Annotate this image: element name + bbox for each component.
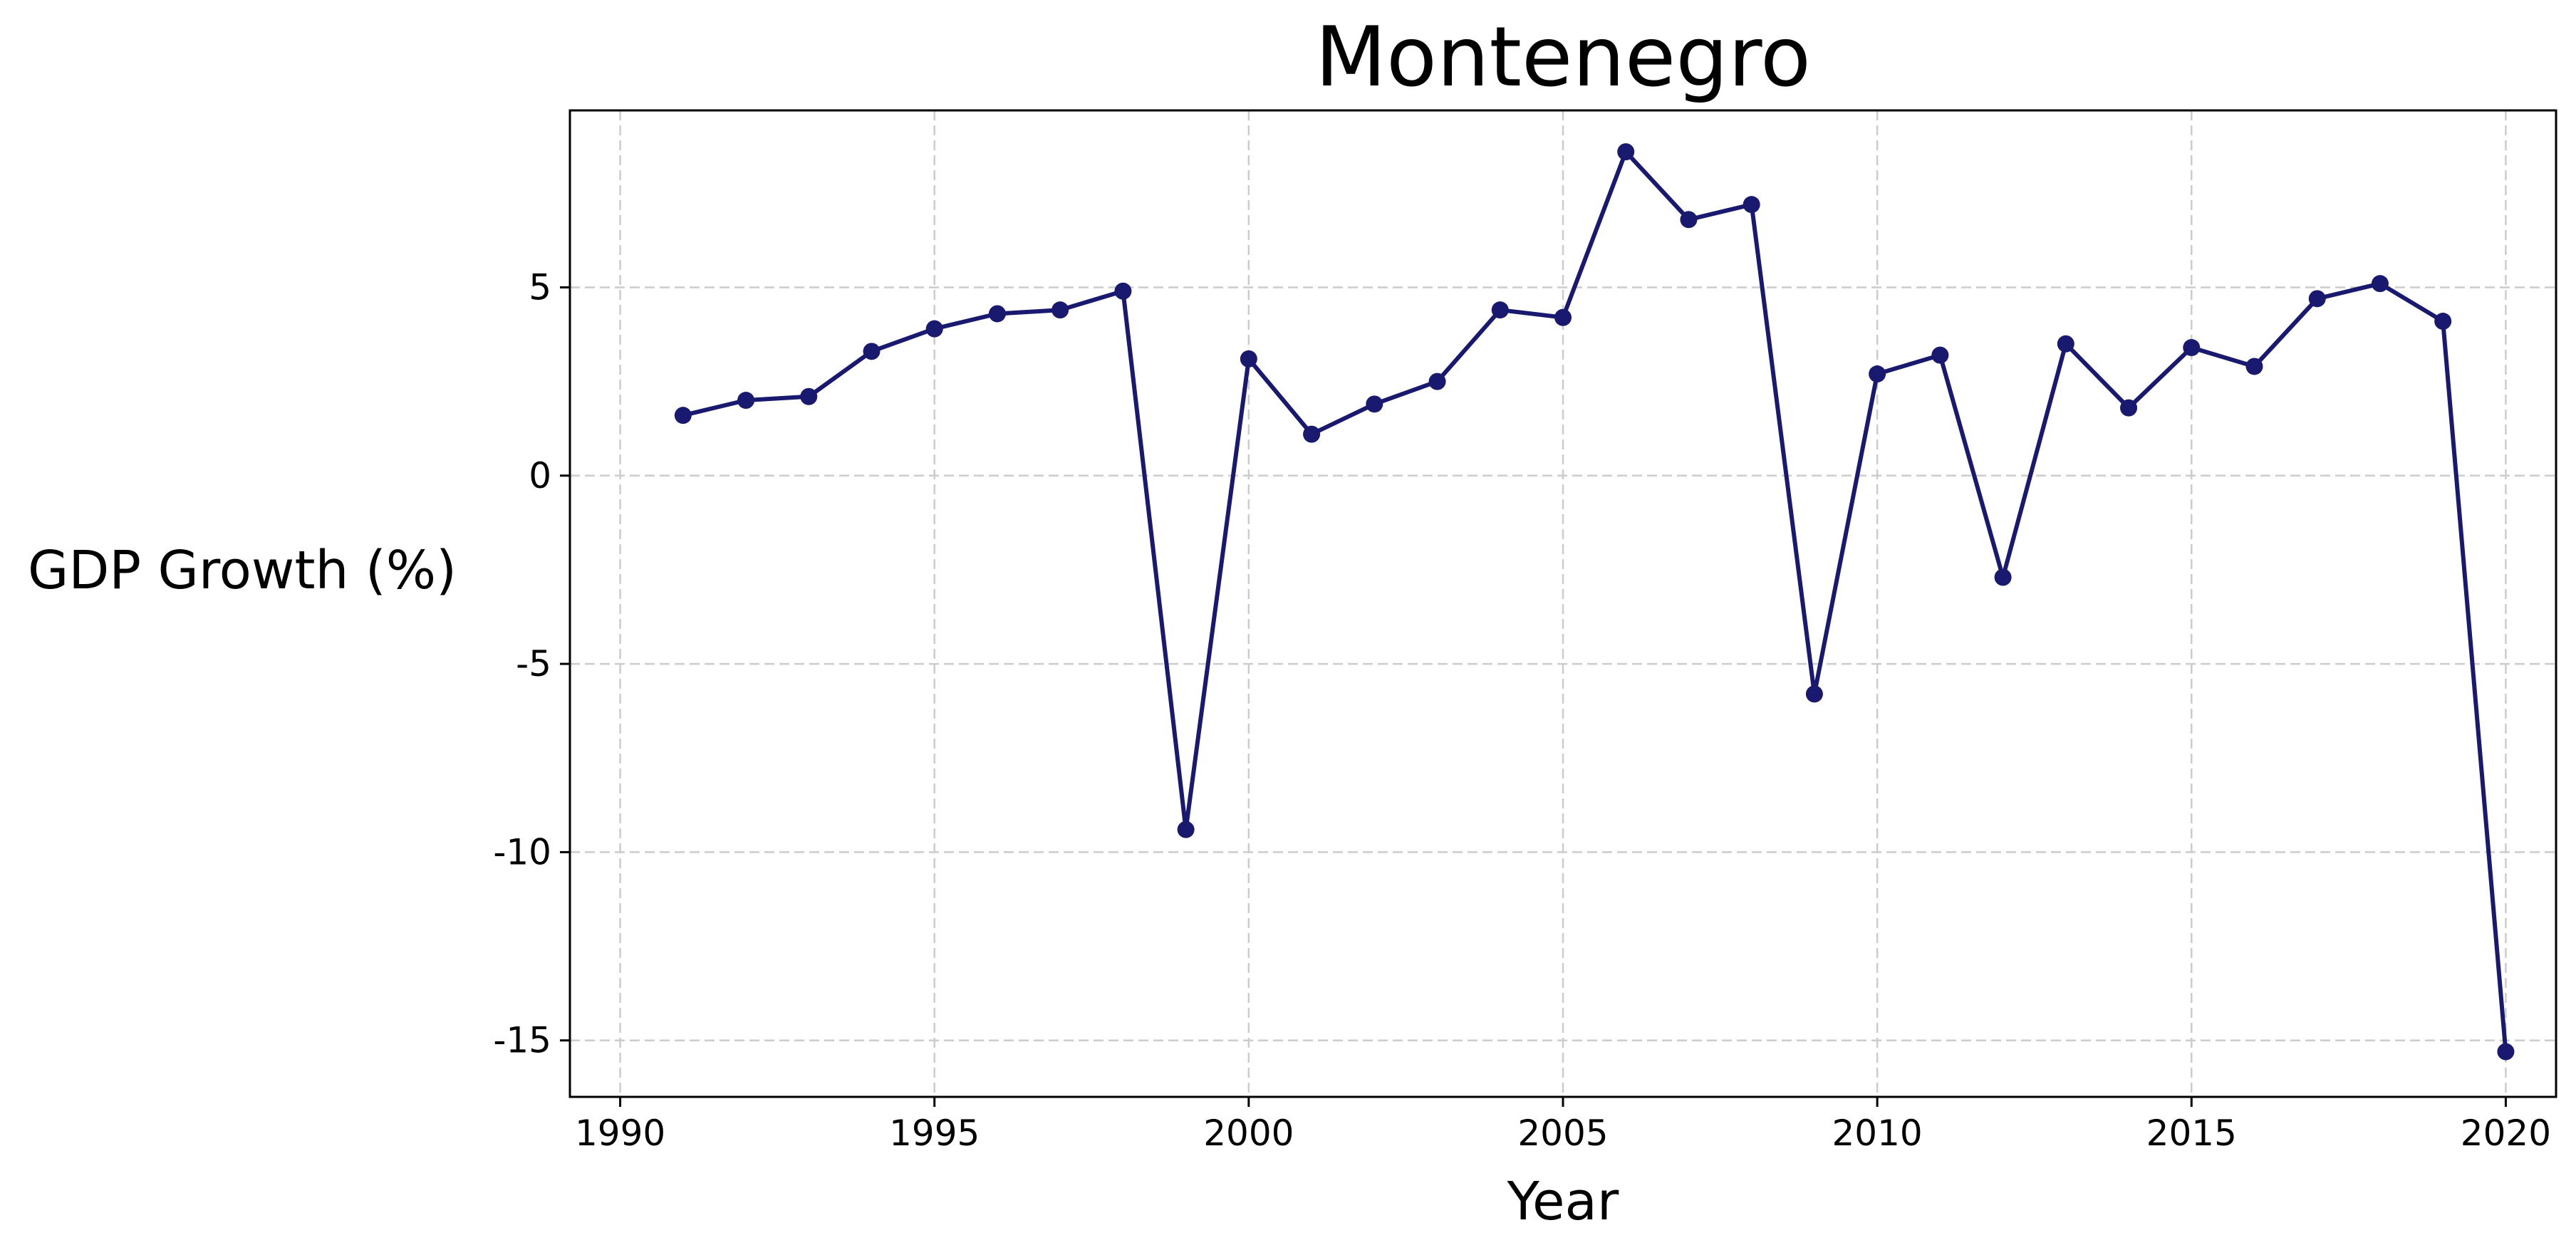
data-point	[1869, 365, 1886, 383]
data-point	[2308, 290, 2326, 308]
x-tick-label: 2010	[1832, 1113, 1923, 1154]
data-point	[1428, 373, 1446, 390]
series-layer	[674, 143, 2515, 1061]
x-tick-label: 2000	[1203, 1113, 1294, 1154]
data-point	[1931, 346, 1949, 364]
data-point	[674, 407, 692, 425]
y-tick-label: -10	[493, 831, 551, 873]
data-point	[2183, 339, 2201, 357]
data-point	[1680, 211, 1698, 229]
data-point	[2245, 358, 2263, 375]
y-axis-label: GDP Growth (%)	[28, 540, 457, 601]
data-point	[1617, 143, 1635, 161]
data-point	[1240, 350, 1257, 368]
axis-ticks: 1990 1995 2000 2005 2010 2015 2020 -15 -10 -5 0 5	[493, 266, 2551, 1154]
x-tick-label: 1990	[575, 1113, 665, 1154]
y-tick-label: 0	[529, 455, 551, 496]
series-line	[680, 150, 2508, 1054]
grid-lines	[570, 110, 2556, 1097]
data-point	[1554, 308, 1572, 326]
data-point	[1805, 685, 1823, 703]
data-point	[2057, 335, 2074, 353]
data-point	[2371, 275, 2389, 293]
data-point	[1114, 282, 1132, 300]
data-point	[800, 387, 818, 405]
y-tick-label: 5	[529, 266, 551, 308]
data-point	[1051, 301, 1069, 319]
data-point	[925, 320, 943, 338]
data-point	[1743, 196, 1760, 214]
data-point	[1491, 301, 1509, 319]
x-tick-label: 1995	[889, 1113, 980, 1154]
y-tick-label: -5	[516, 643, 551, 684]
x-axis-label: Year	[1507, 1171, 1619, 1232]
data-point	[2434, 313, 2452, 330]
data-point	[1366, 395, 1383, 413]
data-point	[2120, 399, 2138, 417]
data-point	[737, 392, 755, 410]
y-tick-label: -15	[493, 1020, 551, 1061]
x-tick-label: 2015	[2146, 1113, 2237, 1154]
data-point	[1994, 568, 2012, 586]
chart-title: Montenegro	[1315, 9, 1811, 105]
data-point	[988, 305, 1006, 323]
data-point	[863, 343, 881, 360]
data-point	[1177, 821, 1195, 838]
x-tick-label: 2020	[2461, 1113, 2551, 1154]
x-tick-label: 2005	[1517, 1113, 1608, 1154]
data-point	[2497, 1043, 2515, 1061]
data-point	[1303, 425, 1321, 443]
